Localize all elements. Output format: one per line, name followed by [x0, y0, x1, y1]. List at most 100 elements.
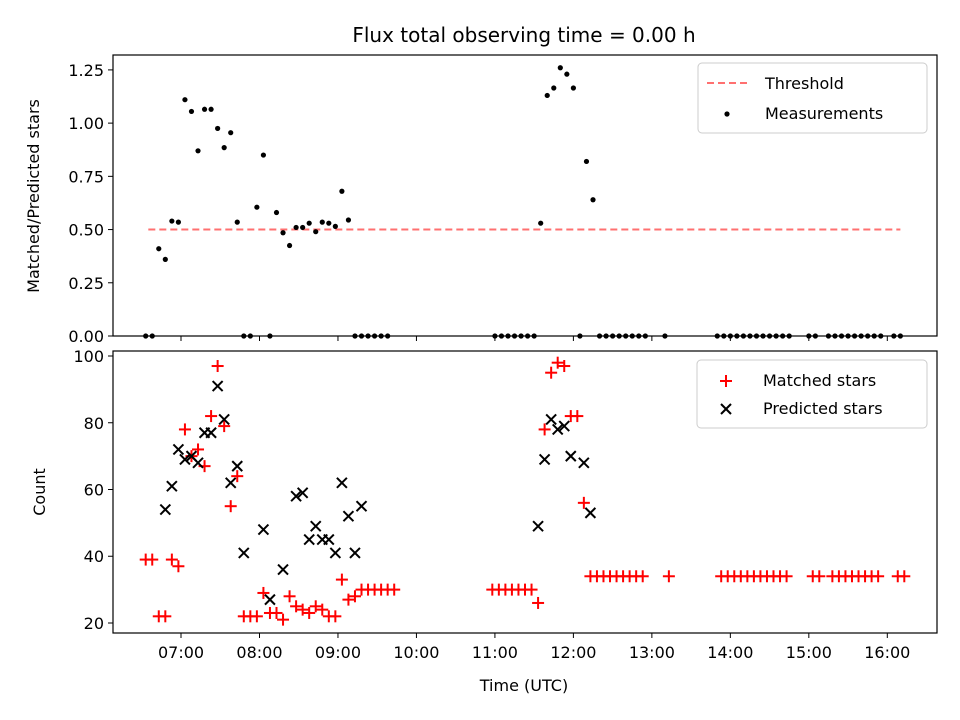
measurement-point	[313, 229, 319, 235]
measurement-point	[293, 224, 299, 231]
measurement-point	[583, 158, 590, 165]
legend-predicted-label: Predicted stars	[763, 399, 883, 418]
measurement-point	[201, 106, 208, 112]
bottom-series-layer	[139, 356, 911, 626]
matched-star-point	[146, 553, 159, 566]
measurement-point	[326, 220, 332, 226]
matched-star-point	[662, 570, 675, 583]
bottom-y-tick-label: 100	[73, 347, 104, 366]
x-tick-label: 15:00	[786, 643, 832, 662]
matched-star-point	[270, 606, 283, 619]
predicted-star-point	[172, 443, 185, 456]
legend-matched-label: Matched stars	[763, 371, 876, 390]
measurement-point	[345, 217, 352, 223]
measurement-point	[300, 224, 306, 231]
matched-star-point	[551, 356, 564, 369]
x-tick-label: 12:00	[550, 643, 596, 662]
predicted-star-point	[166, 480, 178, 492]
matched-star-point	[165, 553, 178, 566]
matched-star-point	[231, 470, 244, 483]
measurement-point	[195, 148, 201, 154]
predicted-star-point	[290, 490, 302, 502]
predicted-star-point	[565, 450, 577, 462]
measurement-point	[162, 256, 168, 262]
bottom-y-tick-label: 60	[84, 480, 104, 499]
matched-star-point	[303, 606, 316, 619]
predicted-star-point	[336, 477, 348, 489]
matched-star-point	[636, 570, 649, 583]
measurement-point	[538, 220, 544, 226]
matched-star-point	[532, 596, 545, 609]
legend-measurements-swatch	[724, 111, 730, 117]
x-tick-label: 09:00	[315, 643, 361, 662]
matched-star-point	[780, 570, 793, 583]
top-y-tick-label: 0.25	[68, 274, 104, 293]
predicted-star-point	[231, 460, 243, 472]
matched-star-point	[577, 496, 590, 509]
measurement-point	[590, 197, 596, 203]
top-legend-box	[697, 62, 928, 134]
matched-star-point	[335, 573, 348, 586]
top-chart-title: Flux total observing time = 0.00 h	[352, 23, 695, 47]
matched-star-point	[571, 410, 584, 423]
x-tick-label: 08:00	[236, 643, 282, 662]
matched-star-point	[813, 570, 826, 583]
predicted-star-point	[238, 547, 250, 559]
measurement-point	[339, 188, 345, 194]
matched-star-point	[178, 423, 191, 436]
bottom-y-axis: 20 40 60 80 100	[73, 347, 113, 633]
matched-star-point	[250, 610, 263, 623]
predicted-star-point	[257, 523, 270, 536]
top-y-axis-label: Matched/Predicted stars	[24, 99, 43, 293]
matched-star-point	[283, 590, 296, 603]
bottom-plot-area: 20 40 60 80 100 07:00 08:00 09:00 10:00 11:00 12:…	[30, 347, 938, 695]
matched-star-point	[348, 590, 361, 603]
legend-measurements-label: Measurements	[765, 104, 883, 123]
measurement-point	[286, 242, 293, 249]
top-plot-area: 0.00 0.25 0.50 0.75 1.00 1.25 Matched/Predict…	[24, 54, 938, 346]
measurement-point	[254, 204, 260, 210]
predicted-star-point	[545, 413, 557, 426]
top-y-tick-label: 1.00	[68, 114, 104, 133]
matched-star-point	[257, 586, 270, 599]
legend-matched-swatch	[720, 375, 732, 387]
predicted-star-point	[584, 507, 597, 519]
measurement-point	[221, 145, 227, 151]
top-y-tick-label: 0.50	[68, 221, 104, 240]
predicted-star-point	[225, 477, 237, 489]
measurement-point	[188, 108, 195, 115]
predicted-star-point	[323, 533, 335, 546]
predicted-star-point	[532, 520, 544, 532]
matched-star-point	[388, 583, 401, 596]
measurement-point	[208, 106, 214, 112]
predicted-star-point	[329, 547, 342, 559]
x-tick-label: 13:00	[629, 643, 675, 662]
bottom-x-axis-label: Time (UTC)	[479, 676, 568, 695]
matched-star-point	[159, 610, 172, 623]
measurement-point	[319, 219, 325, 225]
predicted-star-point	[310, 520, 322, 532]
matched-star-point	[172, 560, 185, 573]
top-legend: Threshold Measurements	[697, 62, 928, 134]
bottom-y-axis-label: Count	[30, 468, 49, 516]
matched-star-point	[342, 593, 355, 606]
measurement-point	[156, 246, 162, 252]
predicted-star-point	[264, 593, 276, 606]
measurement-point	[544, 92, 550, 99]
bottom-y-tick-label: 20	[84, 614, 104, 633]
matched-star-point	[224, 500, 237, 513]
measurement-point	[332, 223, 338, 229]
measurement-point	[228, 130, 234, 136]
measurement-point	[182, 97, 188, 103]
matched-star-point	[192, 443, 205, 456]
measurement-point	[306, 220, 312, 226]
matched-star-point	[211, 360, 224, 373]
top-y-tick-label: 1.25	[68, 61, 104, 80]
measurement-point	[280, 230, 286, 236]
bottom-x-axis: 07:00 08:00 09:00 10:00 11:00 12:00 13:00 14:00…	[158, 633, 910, 662]
matched-star-point	[277, 613, 290, 626]
matched-star-point	[309, 600, 322, 613]
measurement-point	[234, 219, 240, 225]
matched-star-point	[525, 583, 538, 596]
bottom-legend: Matched stars Predicted stars	[696, 359, 928, 429]
